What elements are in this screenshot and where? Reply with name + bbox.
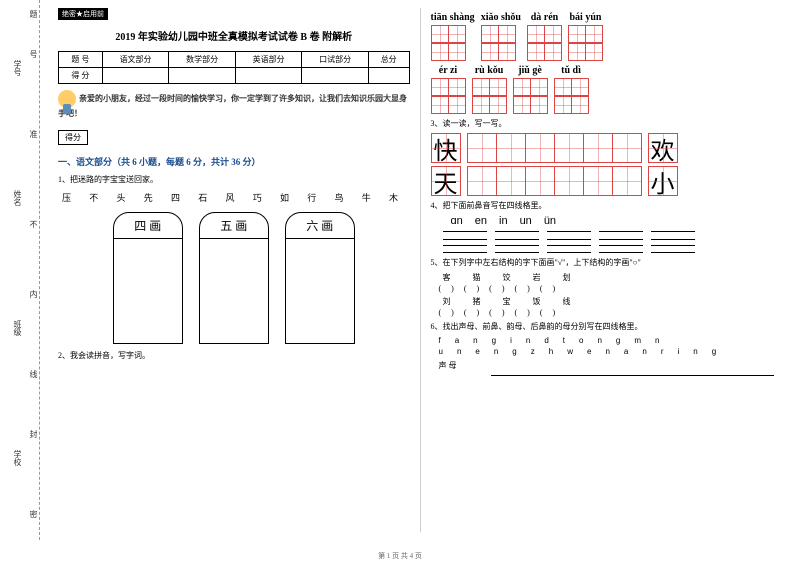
column-divider xyxy=(420,8,421,532)
char-write-row-2: 天 小 xyxy=(431,166,783,196)
th: 语文部分 xyxy=(102,52,169,68)
pinyin-group: tiān shàng xyxy=(431,12,475,61)
stroke-box-5: 五 画 xyxy=(199,212,269,344)
exam-title: 2019 年实验幼儿园中班全真模拟考试试卷 B 卷 附解析 xyxy=(58,28,410,43)
struct-chars-2: 刘 猪 宝 饭 线 xyxy=(443,296,783,307)
margin-text: 线 xyxy=(28,370,39,378)
question-6: 6、找出声母、前鼻、韵母、后鼻韵的母分别写在四线格里。 xyxy=(431,321,783,332)
td xyxy=(102,68,169,84)
th: 英语部分 xyxy=(235,52,302,68)
pinyin-row-1: tiān shàng xiǎo shǒu dà rén bái yún xyxy=(431,12,783,61)
child-icon xyxy=(58,90,76,108)
margin-text: 学号 xyxy=(12,60,23,76)
pinyin-group: rù kǒu xyxy=(472,65,507,114)
question-2: 2、我会读拼音，写字词。 xyxy=(58,350,410,361)
stroke-box-4: 四 画 xyxy=(113,212,183,344)
page-layout: 题 号 学号 准 姓名 不 内 班级 线 封 学校 密 绝密★启用前 2019 … xyxy=(0,0,800,540)
stroke-box-6: 六 画 xyxy=(285,212,355,344)
question-4: 4、把下面前鼻音写在四线格里。 xyxy=(431,200,783,211)
char-list: 压 不 头 先 四 石 风 巧 如 行 鸟 牛 木 xyxy=(62,191,410,204)
th: 数学部分 xyxy=(169,52,236,68)
th: 口试部分 xyxy=(302,52,369,68)
section-1-title: 一、语文部分（共 6 小题，每题 6 分，共计 36 分） xyxy=(58,155,410,168)
phoneme-row-1: fangindtongmn xyxy=(439,336,783,345)
vowel-list: ɑneninunün xyxy=(451,215,783,227)
question-3: 3、读一读，写一写。 xyxy=(431,118,783,129)
margin-text: 内 xyxy=(28,290,39,298)
left-column: 绝密★启用前 2019 年实验幼儿园中班全真模拟考试试卷 B 卷 附解析 题 号… xyxy=(52,8,416,532)
pinyin-group: jiǔ gè xyxy=(513,65,548,114)
pinyin-group: bái yún xyxy=(568,12,603,61)
intro-body: 亲爱的小朋友，经过一段时间的愉快学习，你一定学到了许多知识，让我们去知识乐园大显… xyxy=(58,94,407,118)
example-char: 快 xyxy=(431,133,461,163)
margin-text: 姓名 xyxy=(12,190,23,206)
question-1: 1、把迷路的字宝宝送回家。 xyxy=(58,174,410,185)
pinyin-group: ér zi xyxy=(431,65,466,114)
struct-chars-1: 客 猫 饺 岩 划 xyxy=(443,272,783,283)
stroke-boxes: 四 画 五 画 六 画 xyxy=(58,212,410,344)
intro-text: 亲爱的小朋友，经过一段时间的愉快学习，你一定学到了许多知识，让我们去知识乐园大显… xyxy=(58,90,410,120)
score-table: 题 号 语文部分 数学部分 英语部分 口试部分 总分 得 分 xyxy=(58,51,410,84)
answer-line xyxy=(491,375,775,376)
margin-text: 封 xyxy=(28,430,39,438)
phon-label: 声 母 xyxy=(439,360,783,371)
binding-margin: 题 号 学号 准 姓名 不 内 班级 线 封 学校 密 xyxy=(0,0,40,540)
margin-text: 学校 xyxy=(12,450,23,466)
char-write-row-1: 快 欢 xyxy=(431,133,783,163)
margin-text: 题 xyxy=(28,10,39,18)
example-char: 天 xyxy=(431,166,461,196)
paren-row-1: ( ) ( ) ( ) ( ) ( ) xyxy=(439,284,783,293)
example-char: 欢 xyxy=(648,133,678,163)
margin-text: 密 xyxy=(28,510,39,518)
page-footer: 第 1 页 共 4 页 xyxy=(0,551,800,561)
pinyin-row-2: ér zi rù kǒu jiǔ gè tǔ dì xyxy=(431,65,783,114)
example-char: 小 xyxy=(648,166,678,196)
th: 总分 xyxy=(368,52,409,68)
margin-text: 号 xyxy=(28,50,39,58)
score-box: 得分 xyxy=(58,130,88,145)
four-line-grid xyxy=(443,231,783,253)
pinyin-group: xiǎo shǒu xyxy=(481,12,521,61)
margin-text: 班级 xyxy=(12,320,23,336)
classified-tag: 绝密★启用前 xyxy=(58,8,108,20)
right-column: tiān shàng xiǎo shǒu dà rén bái yún ér z… xyxy=(425,8,789,532)
paren-row-2: ( ) ( ) ( ) ( ) ( ) xyxy=(439,308,783,317)
question-5: 5、在下列字中左右结构的字下面画"√"，上下结构的字画"○" xyxy=(431,257,783,268)
th: 题 号 xyxy=(59,52,103,68)
pinyin-group: dà rén xyxy=(527,12,562,61)
pinyin-group: tǔ dì xyxy=(554,65,589,114)
phoneme-row-2: unengzhwenanring xyxy=(439,347,783,356)
margin-text: 不 xyxy=(28,220,39,228)
td: 得 分 xyxy=(59,68,103,84)
margin-text: 准 xyxy=(28,130,39,138)
content-area: 绝密★启用前 2019 年实验幼儿园中班全真模拟考试试卷 B 卷 附解析 题 号… xyxy=(40,0,800,540)
